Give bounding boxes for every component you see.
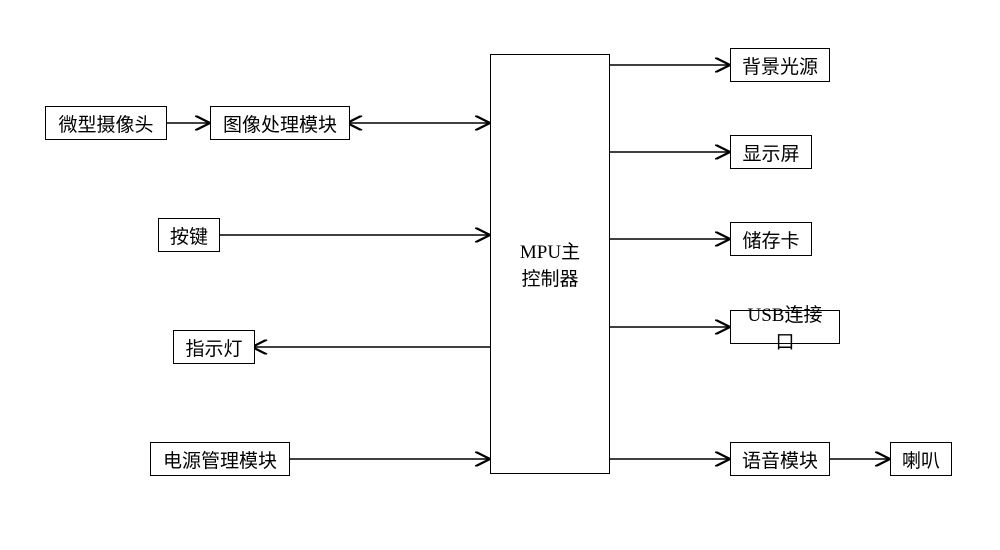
node-backlight: 背景光源 — [730, 48, 830, 82]
node-imgproc: 图像处理模块 — [210, 106, 350, 140]
node-central: MPU主 控制器 — [490, 54, 610, 474]
node-button: 按键 — [158, 218, 220, 252]
node-voice: 语音模块 — [730, 442, 830, 476]
node-power: 电源管理模块 — [150, 442, 290, 476]
node-camera: 微型摄像头 — [45, 106, 167, 140]
node-speaker: 喇叭 — [890, 442, 952, 476]
node-display: 显示屏 — [730, 135, 812, 169]
node-led: 指示灯 — [173, 330, 255, 364]
node-storage: 储存卡 — [730, 222, 812, 256]
node-usb: USB连接口 — [730, 310, 840, 344]
